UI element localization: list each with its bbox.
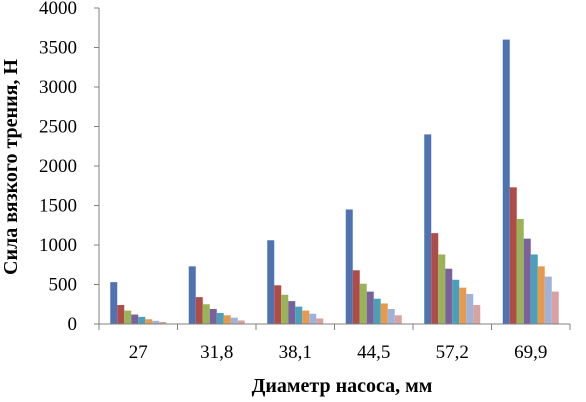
bar-57,2-series-6: [459, 287, 467, 324]
x-tick-label: 31,8: [200, 342, 233, 363]
x-tick-label: 27: [129, 342, 148, 363]
bar-38,1-series-5: [295, 306, 303, 324]
y-tick-label: 4000: [39, 0, 77, 19]
y-tick-label: 500: [49, 275, 78, 296]
bar-44,5-series-7: [387, 308, 395, 324]
bar-69,9-series-5: [530, 254, 538, 324]
bar-69,9-series-7: [544, 276, 552, 324]
bar-44,5-series-6: [380, 303, 388, 324]
bar-38,1-series-2: [274, 285, 282, 324]
bar-27-series-7: [152, 320, 160, 324]
bar-27-series-1: [110, 282, 118, 324]
x-tick-label: 38,1: [279, 342, 312, 363]
bar-31,8-series-1: [188, 266, 196, 324]
bar-31,8-series-5: [216, 312, 224, 324]
bar-31,8-series-6: [223, 315, 231, 324]
bar-69,9-series-4: [523, 238, 531, 324]
bar-57,2-series-2: [431, 233, 439, 324]
bar-27-series-3: [124, 310, 132, 324]
bar-38,1-series-4: [288, 301, 296, 324]
y-tick-label: 2500: [39, 117, 77, 138]
bar-27-series-4: [131, 314, 139, 324]
bar-38,1-series-7: [309, 313, 317, 324]
bar-57,2-series-5: [452, 279, 460, 324]
bar-57,2-series-1: [424, 134, 432, 324]
bar-57,2-series-7: [466, 293, 474, 324]
bar-69,9-series-8: [551, 291, 559, 324]
bar-38,1-series-6: [302, 310, 310, 324]
bar-27-series-6: [145, 319, 153, 324]
x-axis-title: Диаметр насоса, мм: [252, 375, 433, 397]
x-tick-label: 69,9: [514, 342, 547, 363]
bar-31,8-series-2: [195, 297, 203, 324]
bar-69,9-series-2: [509, 187, 517, 324]
x-axis-ticks: 27 31,8 38,1 44,5 57,2 69,9: [98, 324, 571, 363]
bar-38,1-series-8: [316, 318, 324, 324]
bar-57,2-series-3: [438, 254, 446, 324]
bar-69,9-series-3: [516, 218, 524, 324]
bar-27-series-2: [117, 305, 125, 324]
y-tick-label: 2000: [39, 156, 77, 177]
bars: [110, 39, 559, 324]
bar-57,2-series-8: [473, 305, 481, 324]
y-tick-label: 0: [68, 314, 78, 335]
bar-44,5-series-2: [352, 270, 360, 324]
bar-38,1-series-3: [281, 294, 289, 324]
bar-31,8-series-3: [202, 304, 210, 324]
bar-57,2-series-4: [445, 268, 453, 324]
x-tick-label: 57,2: [436, 342, 469, 363]
y-tick-label: 3500: [39, 38, 77, 59]
bar-31,8-series-8: [237, 320, 245, 324]
y-tick-label: 1500: [39, 196, 77, 217]
bar-31,8-series-7: [230, 317, 238, 324]
bar-44,5-series-3: [359, 283, 367, 324]
x-tick-label: 44,5: [357, 342, 390, 363]
bar-44,5-series-5: [373, 298, 381, 324]
bar-44,5-series-4: [366, 291, 374, 324]
bar-69,9-series-6: [537, 266, 545, 324]
bar-44,5-series-8: [394, 315, 402, 324]
y-tick-label: 1000: [39, 235, 77, 256]
y-tick-label: 3000: [39, 77, 77, 98]
bar-27-series-5: [138, 316, 146, 324]
bar-27-series-8: [159, 322, 167, 324]
bar-38,1-series-1: [267, 240, 275, 324]
bar-44,5-series-1: [345, 209, 353, 324]
bar-69,9-series-1: [502, 39, 510, 324]
bar-31,8-series-4: [209, 308, 217, 324]
y-axis-ticks: 0 500 1000 1500 2000 2500 3000 3500 4000: [39, 0, 99, 335]
y-axis-title: Сила вязкого трения, Н: [0, 59, 22, 275]
